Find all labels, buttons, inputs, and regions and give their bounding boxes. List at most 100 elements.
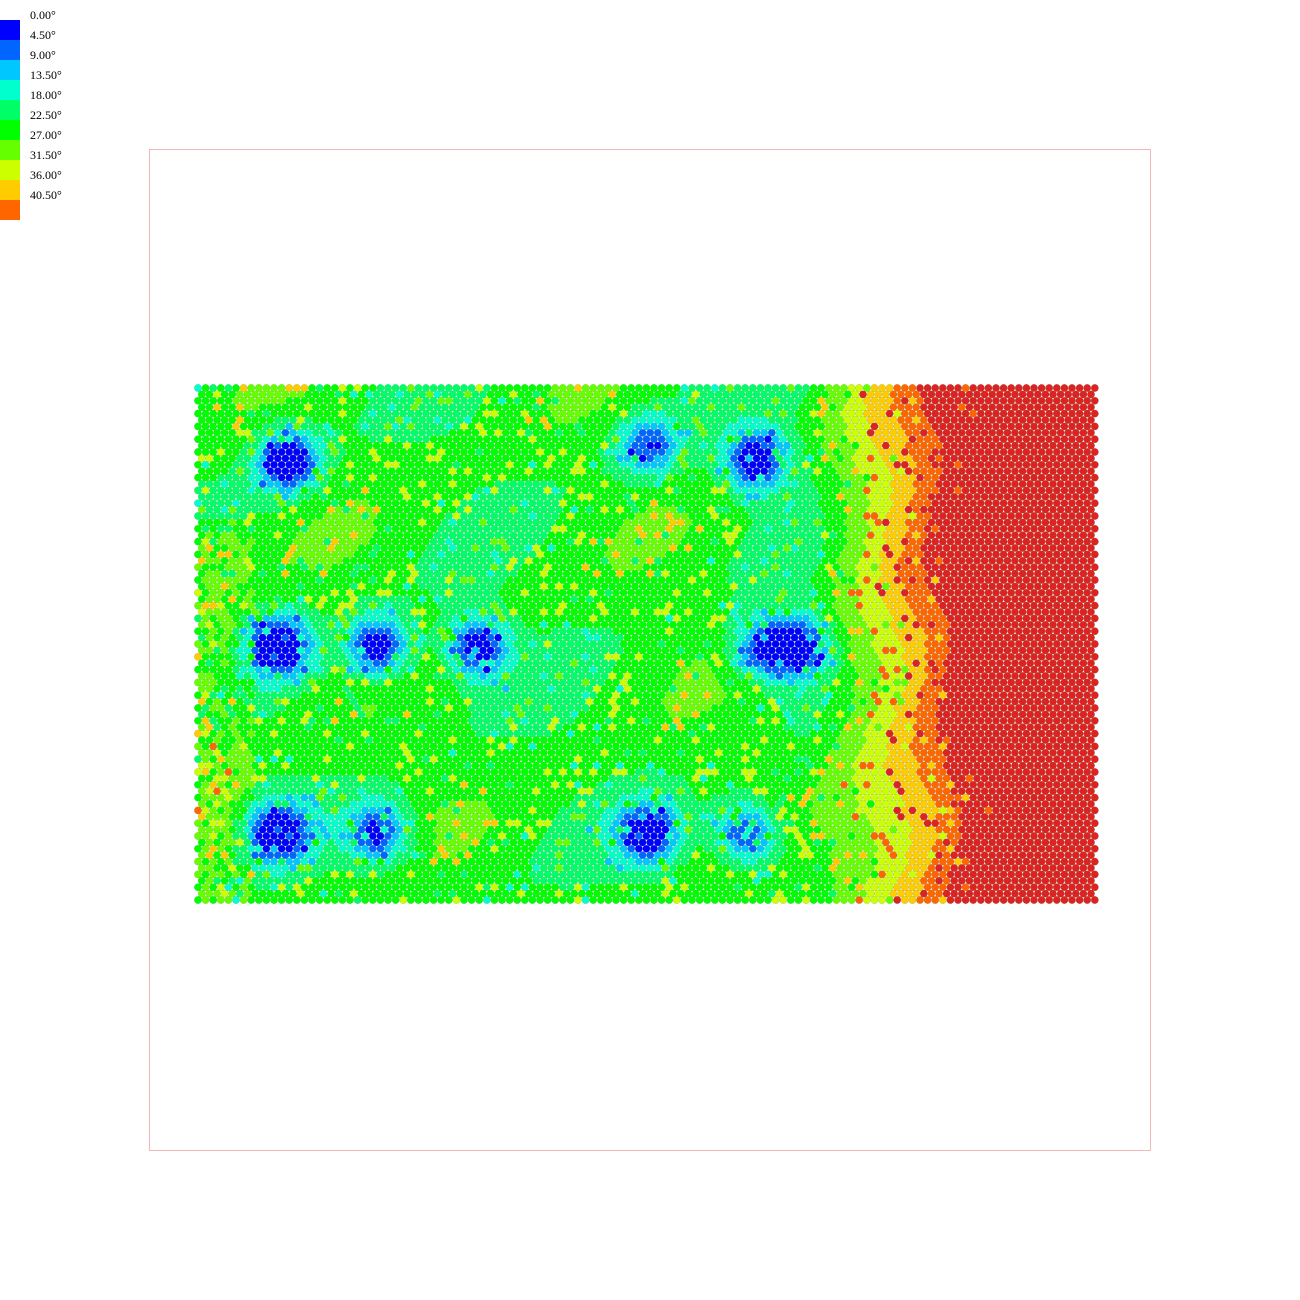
heatmap-cell <box>410 518 419 527</box>
heatmap-cell <box>327 428 335 437</box>
heatmap-cell <box>623 531 632 540</box>
heatmap-cell <box>243 492 252 501</box>
heatmap-cell <box>441 505 449 514</box>
heatmap-cell <box>927 416 936 424</box>
heatmap-cell <box>319 582 328 591</box>
heatmap-cell <box>547 633 556 642</box>
heatmap-cell <box>543 396 552 405</box>
heatmap-cell <box>536 435 544 444</box>
heatmap-cell <box>239 486 248 495</box>
heatmap-cell <box>1037 614 1046 623</box>
heatmap-cell <box>547 454 556 463</box>
heatmap-cell <box>794 576 803 584</box>
heatmap-cell <box>277 563 286 572</box>
heatmap-cell <box>258 480 267 488</box>
heatmap-cell <box>1064 620 1073 629</box>
heatmap-cell <box>893 460 902 469</box>
heatmap-cell <box>832 524 841 533</box>
heatmap-cell <box>581 473 590 482</box>
heatmap-cell <box>836 620 845 629</box>
heatmap-cell <box>482 563 491 572</box>
heatmap-cell <box>676 403 685 412</box>
heatmap-cell <box>460 486 468 495</box>
heatmap-cell <box>357 441 366 450</box>
heatmap-cell <box>1068 588 1076 597</box>
heatmap-cell <box>828 428 837 437</box>
heatmap-cell <box>919 454 928 463</box>
heatmap-cell <box>1049 518 1057 527</box>
heatmap-cell <box>505 512 514 520</box>
heatmap-cell <box>874 390 883 399</box>
heatmap-cell <box>881 480 890 488</box>
heatmap-cell <box>292 422 301 431</box>
heatmap-cell <box>916 614 924 623</box>
heatmap-cell <box>570 390 579 399</box>
heatmap-cell <box>862 384 871 392</box>
heatmap-cell <box>456 390 465 399</box>
heatmap-cell <box>520 512 529 520</box>
heatmap-cell <box>775 531 784 540</box>
heatmap-cell <box>1022 435 1031 444</box>
heatmap-cell <box>775 646 784 655</box>
heatmap-cell <box>562 416 571 424</box>
heatmap-cell <box>600 582 609 591</box>
heatmap-cell <box>387 505 396 514</box>
heatmap-cell <box>1075 550 1084 559</box>
heatmap-cell <box>562 646 571 655</box>
heatmap-cell <box>463 608 472 616</box>
heatmap-cell <box>1060 384 1069 392</box>
heatmap-cell <box>349 582 358 591</box>
heatmap-cell <box>486 416 495 424</box>
heatmap-cell <box>756 563 765 572</box>
heatmap-cell <box>904 646 913 655</box>
heatmap-cell <box>387 454 396 463</box>
heatmap-cell <box>1026 569 1035 578</box>
heatmap-cell <box>767 492 776 501</box>
heatmap-cell <box>874 505 883 514</box>
heatmap-cell <box>638 620 647 629</box>
heatmap-cell <box>338 409 347 418</box>
heatmap-cell <box>539 505 548 514</box>
heatmap-cell <box>695 537 704 546</box>
heatmap-cell <box>289 582 297 591</box>
heatmap-cell <box>1014 435 1023 444</box>
heatmap-cell <box>760 608 769 616</box>
heatmap-cell <box>334 505 343 514</box>
heatmap-cell <box>281 492 290 501</box>
heatmap-cell <box>403 569 411 578</box>
heatmap-cell <box>680 422 689 431</box>
heatmap-cell <box>247 588 256 597</box>
heatmap-cell <box>748 448 757 456</box>
heatmap-cell <box>437 640 446 648</box>
heatmap-cell <box>695 601 704 610</box>
heatmap-cell <box>961 563 970 572</box>
heatmap-cell <box>718 396 727 405</box>
heatmap-cell <box>296 595 305 604</box>
heatmap-cell <box>634 576 643 584</box>
heatmap-cell <box>494 544 503 552</box>
heatmap-cell <box>524 390 533 399</box>
heatmap-cell <box>349 531 358 540</box>
heatmap-cell <box>501 492 510 501</box>
heatmap-cell <box>1071 608 1080 616</box>
heatmap-cell <box>406 396 415 405</box>
heatmap-cell <box>824 422 833 431</box>
heatmap-cell <box>471 620 480 629</box>
heatmap-cell <box>1018 569 1027 578</box>
heatmap-cell <box>729 518 738 527</box>
heatmap-cell <box>577 646 586 655</box>
heatmap-cell <box>980 441 989 450</box>
heatmap-cell <box>889 416 898 424</box>
heatmap-cell <box>786 550 795 559</box>
heatmap-cell <box>733 473 742 482</box>
heatmap-cell <box>346 524 354 533</box>
heatmap-cell <box>520 588 529 597</box>
heatmap-cell <box>669 556 677 565</box>
heatmap-cell <box>699 518 708 527</box>
heatmap-cell <box>380 403 389 412</box>
heatmap-cell <box>608 544 617 552</box>
heatmap-cell <box>247 512 256 520</box>
heatmap-cell <box>703 627 712 636</box>
heatmap-cell <box>741 576 750 584</box>
heatmap-cell <box>680 563 689 572</box>
